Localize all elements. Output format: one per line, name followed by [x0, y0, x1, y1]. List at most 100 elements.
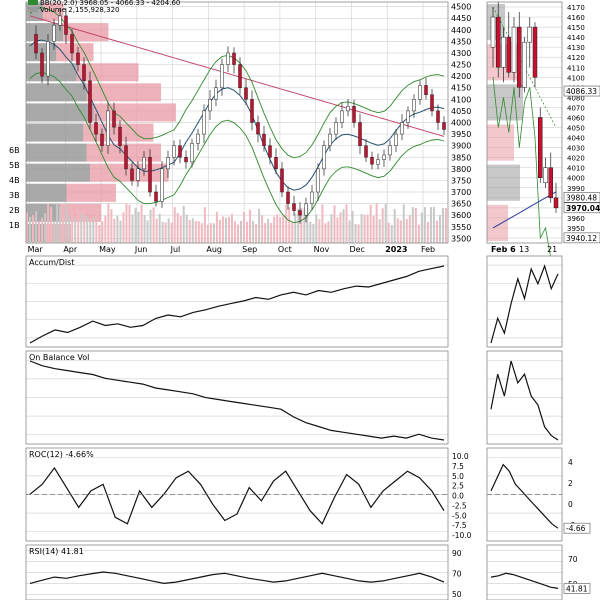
- price-tick-label: 4050: [451, 107, 471, 116]
- candle-down: [256, 122, 260, 135]
- price-tick-label: 3900: [451, 142, 471, 151]
- volume-bar: [98, 224, 101, 243]
- indicator-tick-label: 50: [452, 590, 462, 599]
- indicator-panel-frame: [25, 255, 449, 348]
- candle-down: [148, 157, 152, 193]
- volume-bar: [107, 203, 110, 243]
- volume-bar: [432, 206, 435, 243]
- volume-bar: [444, 208, 447, 243]
- price-tick-label: 4150: [451, 84, 471, 93]
- volume-bar: [224, 217, 227, 243]
- volume-bar: [306, 204, 309, 243]
- volume-by-price-bar-down: [26, 183, 67, 202]
- volume-bar: [161, 221, 164, 243]
- indicator-panel-frame: [25, 350, 449, 445]
- volume-bar: [188, 220, 191, 243]
- volume-by-price-bar-down: [26, 63, 77, 82]
- volume-tick-label: 3B: [9, 191, 20, 200]
- indicator-line: [29, 466, 445, 525]
- candle-down: [34, 34, 38, 54]
- candle-down: [40, 52, 44, 77]
- volume-bar: [137, 211, 140, 243]
- time-tick-label: May: [99, 245, 116, 254]
- candle-up: [208, 99, 212, 112]
- volume-by-price-bar-down: [26, 83, 87, 102]
- volume-bar: [176, 212, 179, 243]
- candle-up: [382, 154, 386, 160]
- candle-down: [82, 64, 86, 82]
- indicator-name: Accum/Dist: [29, 258, 74, 267]
- zoom-price-tag: 3980.48: [566, 193, 597, 202]
- candle-up: [46, 41, 50, 77]
- candle-up: [106, 110, 110, 146]
- candle-down: [442, 122, 446, 130]
- zoom-time-tick-label: 13: [519, 245, 529, 254]
- volume-bar: [71, 210, 74, 243]
- price-tick-label: 4100: [451, 95, 471, 104]
- zoom-price-tick-label: 4020: [567, 155, 585, 163]
- zoom-candle-down: [496, 16, 501, 68]
- indicator-zoom-line: [490, 264, 559, 344]
- volume-bar: [35, 211, 38, 243]
- candle-up: [400, 122, 404, 135]
- candle-down: [238, 64, 242, 88]
- volume-bar: [300, 207, 303, 243]
- zoom-price-tick-label: 4060: [567, 114, 585, 122]
- volume-bar: [309, 221, 312, 243]
- time-tick-label: 2023: [385, 245, 407, 254]
- candle-up: [322, 145, 326, 170]
- zoom-price-tick-label: 4130: [567, 44, 585, 52]
- volume-bar: [125, 203, 128, 243]
- candle-down: [232, 52, 236, 65]
- indicator-zoom-tag-box: [563, 522, 591, 534]
- bollinger-upper-band: [29, 7, 445, 159]
- volume-bar: [197, 221, 200, 243]
- candle-up: [316, 168, 320, 193]
- volume-bar: [402, 204, 405, 243]
- volume-bar: [218, 219, 221, 243]
- price-tick-label: 4300: [451, 49, 471, 58]
- volume-bar: [279, 217, 282, 243]
- zoom-price-tick-label: 4010: [567, 165, 585, 173]
- indicator-zoom-tag-box: [563, 583, 591, 594]
- volume-bar: [438, 215, 441, 243]
- volume-bar: [200, 223, 203, 243]
- volume-by-price-bar-down: [26, 123, 84, 142]
- ma-200-line: [29, 15, 445, 137]
- candle-up: [376, 159, 380, 165]
- zoom-price-tick-label: 4040: [567, 135, 585, 143]
- volume-bar: [113, 218, 116, 243]
- indicator-line: [29, 571, 445, 585]
- volume-bar: [206, 224, 209, 243]
- volume-bar: [336, 217, 339, 243]
- candle-up: [412, 99, 416, 112]
- volume-bar: [273, 216, 276, 243]
- volume-bar: [140, 204, 143, 243]
- candle-up: [52, 24, 56, 42]
- volume-bar: [62, 215, 65, 243]
- candle-down: [436, 110, 440, 123]
- volume-tick-label: 4B: [9, 176, 20, 185]
- candle-up: [388, 145, 392, 156]
- candle-down: [118, 126, 122, 146]
- volume-bar: [41, 217, 44, 243]
- candle-down: [370, 157, 374, 165]
- zoom-ma-line: [492, 191, 557, 229]
- volume-bar: [101, 221, 104, 243]
- volume-by-price-bar-up: [66, 183, 116, 202]
- candle-down: [70, 34, 74, 54]
- volume-bar: [149, 209, 152, 243]
- volume-bar: [384, 203, 387, 243]
- indicator-zoom-line: [490, 360, 559, 441]
- candle-down: [268, 145, 272, 158]
- candle-up: [160, 168, 164, 202]
- indicator-zoom-frame: [486, 350, 563, 445]
- volume-bar: [50, 206, 53, 243]
- volume-bar: [74, 217, 77, 243]
- volume-bar: [405, 219, 408, 243]
- volume-bar: [342, 209, 345, 243]
- zoom-candle-up: [511, 26, 517, 73]
- volume-bar: [354, 223, 357, 243]
- volume-bar: [89, 222, 92, 243]
- indicator-name: RSI(14) 41.81: [29, 547, 84, 556]
